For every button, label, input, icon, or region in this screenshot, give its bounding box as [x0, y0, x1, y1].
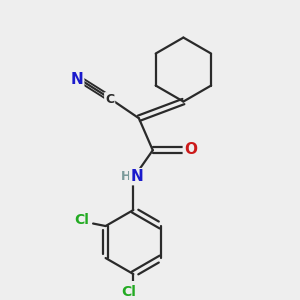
Text: H: H [121, 170, 131, 183]
Text: N: N [70, 72, 83, 87]
Text: N: N [130, 169, 143, 184]
Text: Cl: Cl [122, 285, 136, 299]
Text: C: C [105, 93, 114, 106]
Text: O: O [184, 142, 197, 157]
Text: Cl: Cl [74, 213, 89, 226]
